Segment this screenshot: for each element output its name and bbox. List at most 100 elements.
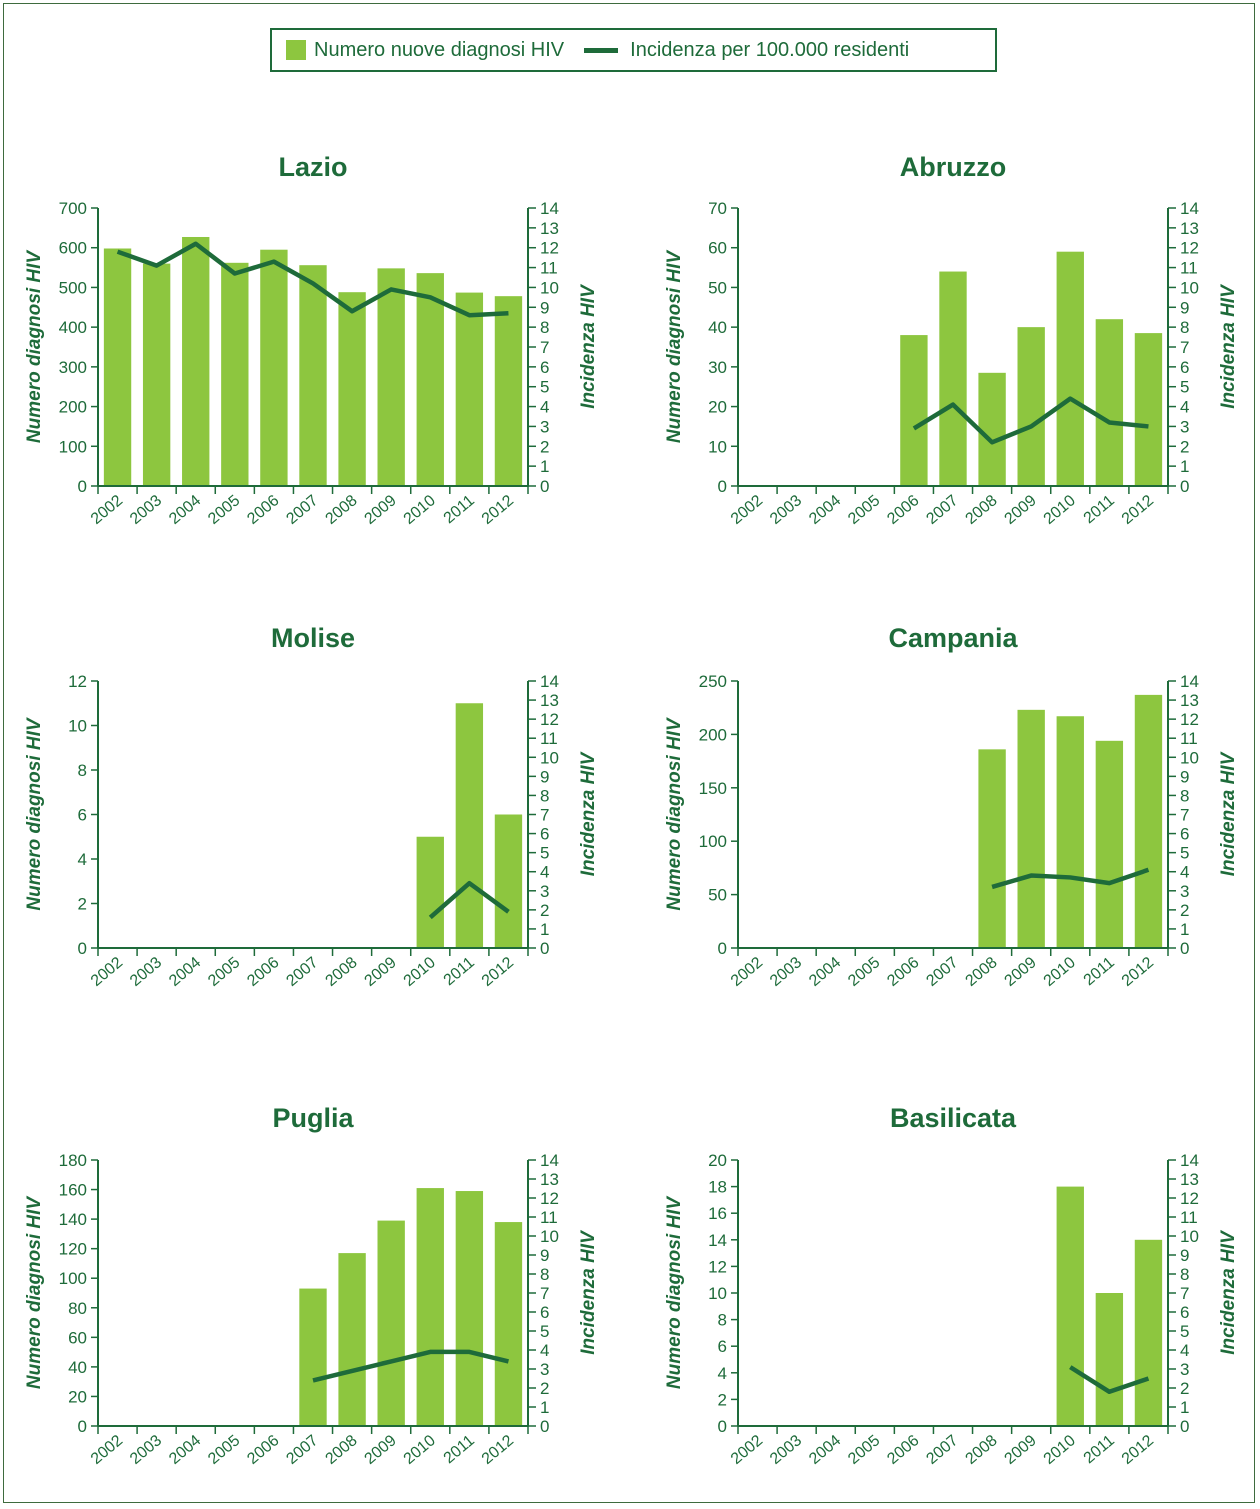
- left-tick-label: 0: [718, 1417, 727, 1436]
- right-tick-label: 13: [540, 1170, 559, 1189]
- y2-axis-label: Incidenza HIV: [578, 284, 599, 409]
- bar-2007: [939, 271, 967, 486]
- figure-frame: [3, 3, 1255, 1503]
- right-tick-label: 3: [540, 882, 549, 901]
- incidence-line: [312, 1349, 509, 1383]
- left-tick-label: 8: [78, 761, 87, 780]
- chart-title: Basilicata: [890, 1103, 1017, 1133]
- left-tick-label: 100: [59, 1269, 87, 1288]
- x-tick-label: 2010: [401, 1432, 439, 1468]
- right-tick-label: 1: [540, 920, 549, 939]
- right-tick-label: 10: [540, 278, 559, 297]
- bar-2012: [1134, 333, 1163, 486]
- bar-2010: [1056, 251, 1084, 486]
- right-tick-label: 5: [1180, 378, 1189, 397]
- left-tick-label: 6: [78, 806, 87, 825]
- x-tick-label: 2007: [283, 1432, 321, 1468]
- y-axis-label: Numero diagnosi HIV: [24, 250, 45, 443]
- right-tick-label: 2: [540, 1379, 549, 1398]
- right-tick-label: 6: [540, 358, 549, 377]
- left-tick-label: 0: [718, 939, 727, 958]
- x-tick-label: 2006: [244, 954, 282, 990]
- x-tick-label: 2009: [362, 492, 400, 528]
- bar-2006: [900, 335, 928, 486]
- left-tick-label: 0: [78, 477, 87, 496]
- right-tick-label: 6: [1180, 1303, 1189, 1322]
- y2-axis-label: Incidenza HIV: [578, 751, 599, 876]
- right-tick-label: 11: [540, 729, 558, 748]
- right-tick-label: 9: [540, 1246, 549, 1265]
- bar-2012: [494, 814, 523, 948]
- right-tick-label: 9: [1180, 1246, 1189, 1265]
- x-tick-label: 2004: [166, 1432, 204, 1468]
- left-tick-label: 300: [59, 358, 87, 377]
- chart-title: Molise: [271, 623, 355, 653]
- right-tick-label: 0: [540, 1417, 549, 1436]
- right-tick-label: 10: [1180, 278, 1199, 297]
- x-tick-label: 2005: [845, 954, 883, 990]
- right-tick-label: 11: [1180, 729, 1198, 748]
- right-tick-label: 11: [1180, 259, 1198, 278]
- right-tick-label: 2: [1180, 901, 1189, 920]
- right-tick-label: 10: [1180, 748, 1199, 767]
- x-tick-label: 2010: [1041, 954, 1079, 990]
- right-tick-label: 4: [540, 863, 549, 882]
- right-tick-label: 11: [540, 259, 558, 278]
- bar-2008: [338, 292, 366, 486]
- right-tick-label: 7: [540, 1284, 549, 1303]
- right-tick-label: 5: [540, 378, 549, 397]
- x-tick-label: 2007: [283, 954, 321, 990]
- x-tick-label: 2005: [205, 492, 243, 528]
- right-tick-label: 4: [1180, 398, 1189, 417]
- right-tick-label: 13: [1180, 1170, 1199, 1189]
- right-tick-label: 1: [1180, 920, 1189, 939]
- x-tick-label: 2004: [166, 954, 204, 990]
- y-axis-label: Numero diagnosi HIV: [24, 717, 45, 910]
- right-tick-label: 8: [1180, 1265, 1189, 1284]
- right-tick-label: 12: [1180, 1189, 1199, 1208]
- x-tick-label: 2008: [322, 1432, 360, 1468]
- x-tick-label: 2007: [923, 492, 961, 528]
- y2-axis-label: Incidenza HIV: [578, 1230, 599, 1355]
- right-tick-label: 14: [540, 1151, 559, 1170]
- left-tick-label: 20: [68, 1387, 87, 1406]
- right-tick-label: 7: [1180, 806, 1189, 825]
- x-tick-label: 2011: [1081, 1432, 1118, 1467]
- x-tick-label: 2007: [923, 1432, 961, 1468]
- x-tick-label: 2002: [88, 492, 126, 528]
- left-tick-label: 20: [708, 398, 727, 417]
- bar-2008: [338, 1253, 366, 1426]
- right-tick-label: 8: [1180, 318, 1189, 337]
- x-tick-label: 2009: [1002, 954, 1040, 990]
- right-tick-label: 13: [540, 691, 559, 710]
- left-tick-label: 600: [59, 239, 87, 258]
- x-tick-label: 2003: [127, 954, 165, 990]
- left-tick-label: 60: [68, 1328, 87, 1347]
- bar-2007: [299, 265, 327, 486]
- x-tick-label: 2005: [205, 1432, 243, 1468]
- left-tick-label: 400: [59, 318, 87, 337]
- chart-lazio: Lazio01002003004005006007000123456789101…: [24, 152, 599, 528]
- x-tick-label: 2009: [362, 954, 400, 990]
- chart-title: Abruzzo: [900, 152, 1006, 182]
- left-tick-label: 180: [59, 1151, 87, 1170]
- chart-puglia: Puglia0204060801001201401601800123456789…: [24, 1103, 599, 1468]
- x-tick-label: 2005: [205, 954, 243, 990]
- left-tick-label: 6: [718, 1337, 727, 1356]
- right-tick-label: 0: [540, 939, 549, 958]
- x-tick-label: 2010: [1041, 1432, 1079, 1468]
- right-tick-label: 2: [540, 901, 549, 920]
- right-tick-label: 10: [540, 1227, 559, 1246]
- x-tick-label: 2012: [1119, 492, 1157, 528]
- bar-2005: [221, 262, 249, 486]
- bar-2012: [1134, 694, 1163, 948]
- chart-campania: Campania05010015020025001234567891011121…: [664, 623, 1239, 990]
- bar-2009: [377, 268, 405, 486]
- left-tick-label: 500: [59, 278, 87, 297]
- bar-2011: [455, 1191, 484, 1426]
- x-tick-label: 2004: [806, 1432, 844, 1468]
- right-tick-label: 3: [540, 1360, 549, 1379]
- right-tick-label: 4: [540, 1341, 549, 1360]
- right-tick-label: 0: [1180, 1417, 1189, 1436]
